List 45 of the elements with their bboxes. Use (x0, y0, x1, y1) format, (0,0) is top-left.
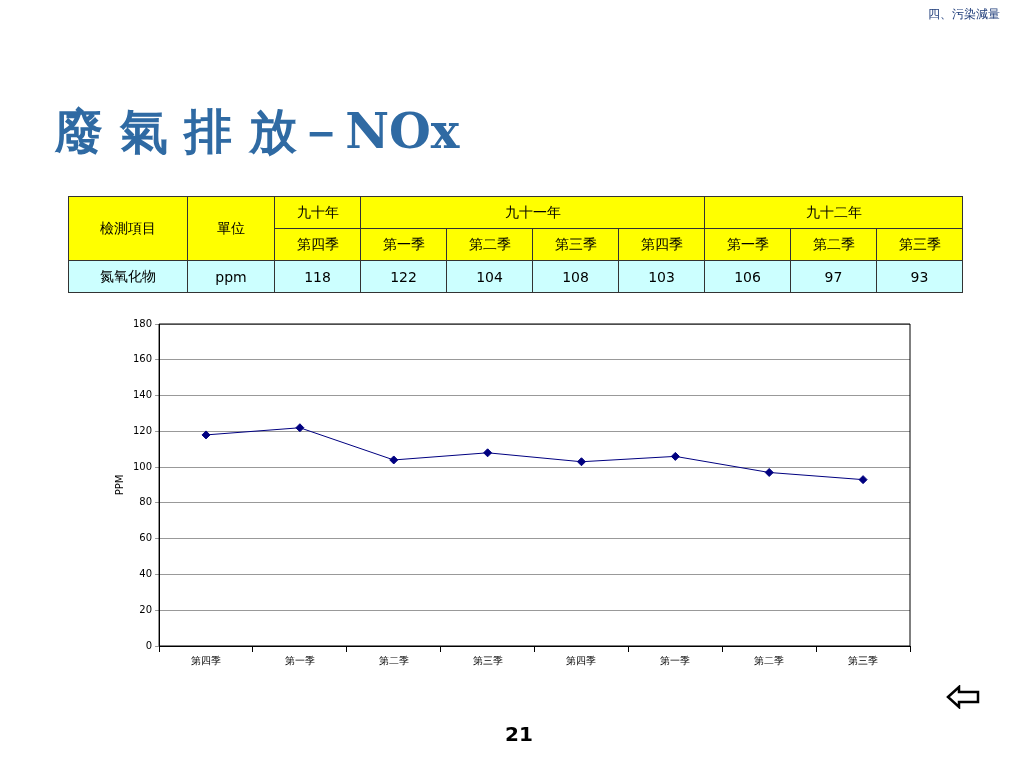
x-tick-label: 第四季 (566, 654, 597, 666)
y-tick-label: 140 (132, 389, 153, 401)
text: 四、污染減量 (928, 6, 1000, 23)
y-tick-label: 0 (145, 639, 153, 651)
x-tick-label: 第二季 (378, 654, 409, 666)
text: 九十二年 (704, 196, 963, 229)
category-label: 第二季 (468, 235, 511, 252)
text: ppm (187, 260, 275, 293)
x-tick-label: 第一季 (660, 654, 691, 666)
y-tick-label: 80 (139, 496, 153, 508)
text: 97 (790, 260, 877, 293)
x-tick-label: 第三季 (472, 654, 503, 666)
y-tick-label: 180 (132, 317, 153, 329)
text: 93 (876, 260, 963, 293)
y-tick-label: 100 (132, 460, 153, 472)
x-tick-label: 第一季 (284, 654, 315, 666)
category-label: 第四季 (640, 235, 683, 252)
text: 九十一年 (360, 196, 705, 229)
text: 103 (618, 260, 705, 293)
text: 氮氧化物 (68, 260, 188, 293)
category-label: 第四季 (296, 235, 339, 252)
text: 106 (704, 260, 791, 293)
y-tick-label: 20 (139, 603, 153, 615)
category-label: 第一季 (726, 235, 769, 252)
y-tick-label: 120 (132, 424, 153, 436)
y-tick-label: 60 (139, 532, 153, 544)
text: 21 (505, 722, 533, 746)
text: 檢測項目 (68, 196, 188, 261)
category-label: 第一季 (382, 235, 425, 252)
text: 104 (446, 260, 533, 293)
category-label: 第三季 (898, 235, 941, 252)
chart-title: 廢 氣 排 放－NOx (55, 102, 460, 161)
text: 122 (360, 260, 447, 293)
x-tick-label: 第四季 (191, 654, 222, 666)
y-tick-label: 40 (139, 568, 153, 580)
y-tick-label: 160 (132, 353, 153, 365)
text: 單位 (187, 196, 275, 261)
x-tick-label: 第二季 (754, 654, 785, 666)
x-tick-label: 第三季 (848, 654, 879, 666)
category-label: 第三季 (554, 235, 597, 252)
text: 108 (532, 260, 619, 293)
text: 九十年 (274, 196, 361, 229)
text: 118 (274, 260, 361, 293)
y-axis-title: PPM (113, 474, 125, 496)
category-label: 第二季 (812, 235, 855, 252)
